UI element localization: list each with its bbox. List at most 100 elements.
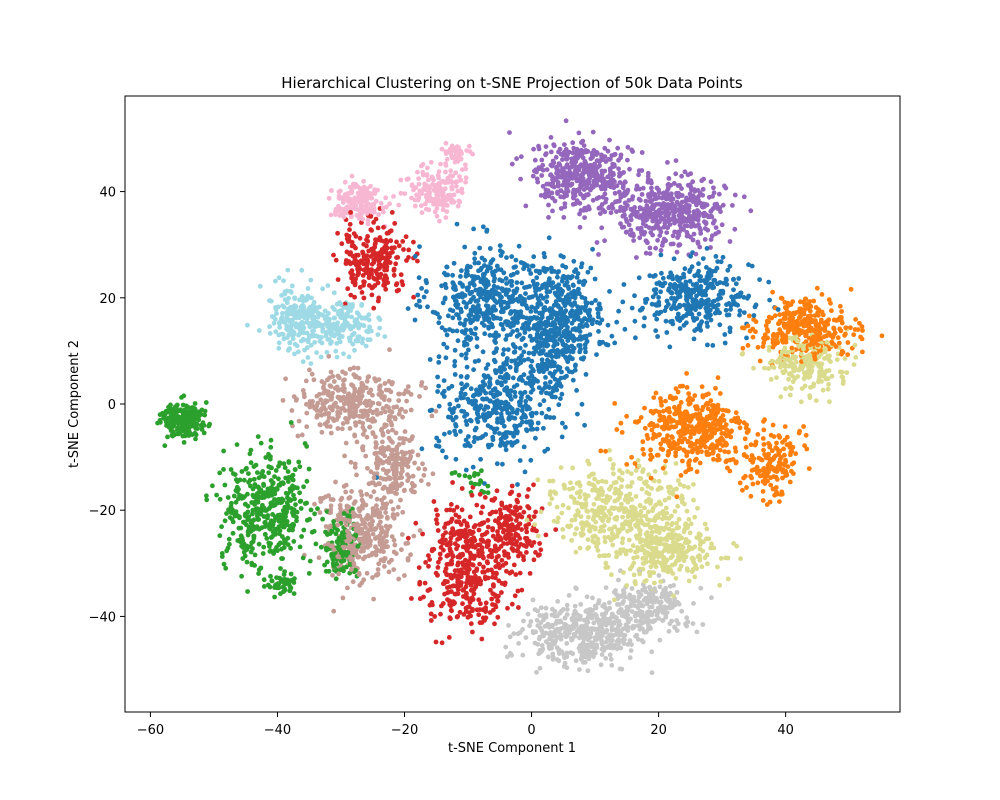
data-point (686, 544, 692, 550)
data-point (602, 238, 607, 244)
data-point (490, 509, 495, 515)
data-point (785, 329, 791, 335)
data-point (786, 376, 791, 382)
data-point (480, 349, 486, 355)
data-point (411, 533, 417, 539)
data-point (633, 515, 639, 521)
data-point (610, 532, 616, 538)
data-point (530, 597, 536, 603)
data-point (462, 244, 468, 250)
data-point (761, 419, 766, 424)
data-point (334, 354, 340, 360)
data-point (525, 611, 531, 617)
data-point (616, 308, 621, 314)
data-point (598, 448, 604, 454)
data-point (443, 327, 448, 333)
data-point (374, 407, 380, 413)
data-point (523, 635, 529, 640)
data-point (340, 369, 345, 375)
data-point (273, 329, 279, 335)
data-point (501, 527, 507, 533)
data-point (373, 378, 379, 384)
data-point (588, 265, 594, 271)
data-point (507, 364, 513, 370)
data-point (396, 576, 402, 582)
data-point (563, 424, 568, 430)
data-point (560, 527, 566, 532)
data-point (550, 208, 555, 214)
data-point (629, 471, 634, 477)
data-point (501, 270, 507, 276)
data-point (603, 560, 609, 566)
data-point (626, 537, 632, 543)
data-point (256, 517, 262, 522)
data-point (521, 618, 526, 624)
data-point (312, 511, 317, 517)
data-point (726, 449, 731, 455)
data-point (514, 507, 520, 513)
data-point (638, 539, 643, 545)
data-point (217, 470, 223, 476)
data-point (813, 398, 819, 403)
data-point (403, 409, 408, 414)
data-point (619, 484, 624, 489)
data-point (416, 466, 421, 471)
data-point (521, 349, 527, 355)
data-point (853, 355, 859, 360)
data-point (443, 285, 449, 291)
data-point (393, 261, 399, 267)
data-point (428, 611, 434, 617)
data-point (620, 184, 626, 189)
data-point (718, 209, 723, 215)
data-point (386, 460, 392, 466)
data-point (674, 590, 680, 595)
data-point (725, 408, 731, 414)
data-point (305, 286, 311, 291)
data-point (602, 186, 608, 192)
data-point (291, 539, 297, 544)
data-point (436, 403, 442, 409)
data-point (495, 285, 501, 290)
data-point (509, 483, 515, 489)
data-point (791, 368, 797, 374)
data-point (528, 619, 534, 624)
data-point (679, 173, 684, 179)
data-point (465, 287, 470, 293)
data-point (326, 568, 332, 574)
data-point (335, 405, 340, 410)
data-point (615, 602, 620, 607)
data-point (458, 429, 463, 434)
data-point (859, 324, 865, 329)
data-point (420, 531, 425, 537)
data-point (633, 549, 638, 555)
data-point (349, 489, 354, 494)
data-point (688, 253, 693, 259)
data-point (501, 434, 506, 439)
data-point (505, 605, 510, 611)
data-point (607, 632, 613, 638)
data-point (760, 436, 766, 441)
data-point (584, 627, 589, 632)
data-point (572, 500, 578, 505)
data-point (622, 326, 628, 332)
data-point (374, 496, 380, 502)
data-point (343, 440, 349, 446)
data-point (426, 563, 431, 569)
data-point (509, 601, 515, 607)
data-point (363, 525, 368, 530)
data-point (416, 176, 421, 182)
data-point (565, 338, 571, 343)
data-point (440, 300, 446, 306)
data-point (389, 381, 395, 387)
data-point (702, 521, 708, 527)
data-point (727, 329, 733, 335)
data-point (577, 545, 583, 551)
data-point (595, 311, 601, 316)
data-point (688, 171, 694, 177)
data-point (467, 291, 473, 297)
data-point (629, 305, 635, 311)
data-point (400, 282, 406, 288)
data-point (511, 297, 517, 303)
data-point (483, 412, 488, 417)
